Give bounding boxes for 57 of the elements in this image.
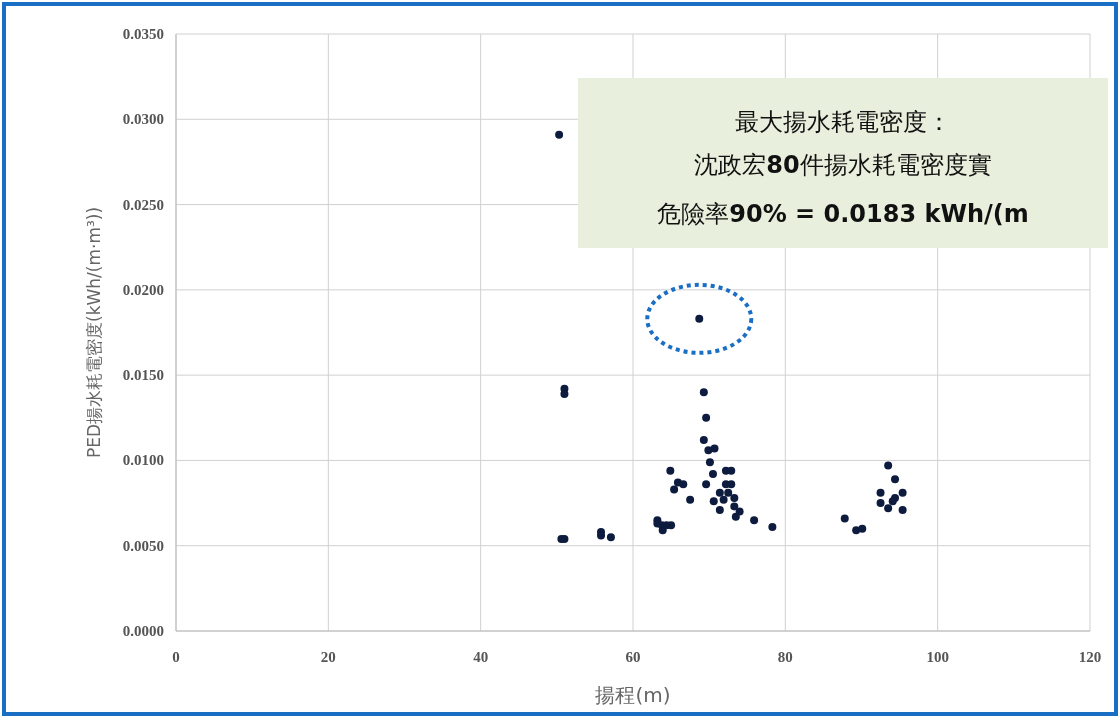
point (686, 495, 695, 504)
point (730, 493, 739, 502)
point (679, 480, 688, 489)
point (876, 488, 885, 497)
point (704, 446, 713, 455)
point (768, 522, 777, 531)
y-tick-label: 0.0150 (122, 367, 164, 384)
y-tick-label: 0.0000 (122, 623, 164, 639)
point (666, 466, 675, 475)
x-tick-label: 80 (777, 649, 793, 665)
point (731, 512, 740, 521)
point (699, 435, 708, 444)
point (876, 499, 885, 508)
x-tick-label: 40 (473, 649, 489, 665)
point (891, 475, 900, 484)
point (730, 502, 739, 511)
point (858, 524, 867, 533)
point (840, 514, 849, 523)
point (715, 488, 724, 497)
point (702, 413, 711, 422)
y-tick-label: 0.0300 (122, 111, 164, 128)
x-axis-title: 揚程(m) (595, 683, 671, 707)
point (699, 388, 708, 397)
y-tick-label: 0.0200 (122, 281, 164, 298)
y-tick-label: 0.0250 (122, 196, 164, 213)
point (606, 533, 615, 542)
point (705, 458, 714, 467)
x-tick-label: 20 (320, 649, 336, 665)
y-tick-label: 0.0050 (122, 537, 164, 554)
point (719, 495, 728, 504)
annotation: 最大揚水耗電密度： (735, 108, 951, 136)
point (695, 314, 704, 323)
point (727, 480, 736, 489)
point (715, 505, 724, 514)
annotation: 沈政宏80件揚水耗電密度實 (694, 151, 992, 179)
point (898, 488, 907, 497)
x-tick-label: 60 (625, 649, 641, 665)
point (750, 516, 759, 525)
point (710, 444, 719, 453)
point (727, 466, 736, 475)
y-tick-label: 0.0350 (122, 26, 164, 42)
point (898, 505, 907, 514)
point (670, 485, 679, 494)
point (708, 470, 717, 479)
point (888, 497, 897, 506)
point (555, 130, 564, 139)
point (724, 488, 733, 497)
x-tick-label: 100 (926, 649, 949, 665)
y-axis-title: PED揚水耗電密度(kWh/(m·m³)) (84, 206, 104, 459)
point (709, 497, 718, 506)
x-tick-label: 0 (172, 649, 180, 665)
y-tick-label: 0.0100 (122, 452, 164, 469)
annotation: 危險率90% = 0.0183 kWh/(m (657, 200, 1029, 228)
point (702, 480, 711, 489)
point (884, 504, 893, 513)
x-tick-label: 120 (1078, 649, 1102, 665)
point (884, 461, 893, 470)
